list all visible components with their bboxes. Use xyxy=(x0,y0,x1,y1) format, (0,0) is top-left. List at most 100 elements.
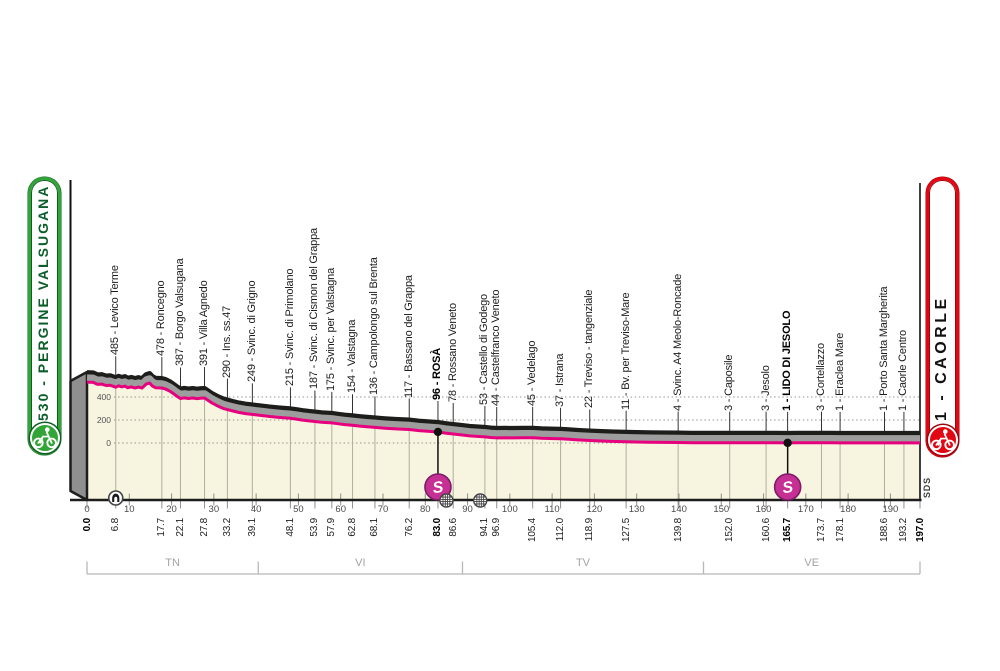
km-mark-label: 105.4 xyxy=(527,518,539,543)
waypoint-label: 96 - ROSÀ xyxy=(431,347,444,400)
elevation-tick-label: 400 xyxy=(97,392,111,402)
crossing-icon xyxy=(473,493,488,508)
km-mark-label: 6.8 xyxy=(110,518,122,532)
km-scale-label: 10 xyxy=(123,504,135,515)
waypoint-label: 44 - Castelfranco Veneto xyxy=(490,289,503,406)
km-mark-label: 0.0 xyxy=(81,518,93,532)
waypoint-label: 1 - LIDO DI JESOLO xyxy=(781,310,794,411)
waypoint-label: 45 - Vedelago xyxy=(526,340,539,406)
km-mark-label: 39.1 xyxy=(246,518,258,537)
province-label: VI xyxy=(355,557,366,569)
km-scale-label: 140 xyxy=(671,504,687,515)
km-scale-label: 90 xyxy=(462,504,473,515)
profile-left-face xyxy=(69,370,89,502)
km-scale-label: 60 xyxy=(335,504,346,515)
waypoint-label: 391 - Villa Agnedo xyxy=(198,280,211,367)
km-mark-label: 139.8 xyxy=(672,518,684,543)
km-mark-label: 165.7 xyxy=(782,518,794,543)
km-scale-label: 50 xyxy=(293,504,304,515)
elevation-tick-label: 200 xyxy=(97,415,111,425)
waypoint-label: 3 - Cortellazzo xyxy=(814,342,827,411)
waypoint-label: 3 - Caposile xyxy=(723,354,736,411)
km-mark-label: 17.7 xyxy=(156,518,168,537)
km-mark-label: 86.6 xyxy=(447,518,459,537)
finish-cyclist-icon xyxy=(927,425,958,455)
km-scale-label: 0 xyxy=(84,504,90,515)
km-mark-label: 118.9 xyxy=(584,518,596,542)
km-mark-label: 48.1 xyxy=(284,518,296,537)
km-mark-label: 173.7 xyxy=(815,518,827,543)
waypoint-label: 78 - Rossano Veneto xyxy=(446,303,459,403)
waypoint-label: 1 - Caorle Centro xyxy=(897,329,910,411)
km-mark-label: 33.2 xyxy=(221,518,233,537)
waypoint-label: 387 - Borgo Valsugana xyxy=(173,258,186,367)
km-scale-label: 150 xyxy=(713,504,730,515)
waypoint-label: 478 - Roncegno xyxy=(155,280,168,357)
km-mark-label: 68.1 xyxy=(369,518,381,537)
km-scale-label: 190 xyxy=(882,504,899,515)
km-scale-label: 130 xyxy=(628,504,645,515)
km-mark-label: 76.2 xyxy=(403,518,415,537)
km-mark-label: 178.1 xyxy=(834,518,846,543)
km-mark-label: 27.8 xyxy=(199,518,211,537)
km-scale-label: 170 xyxy=(797,504,814,515)
km-scale-label: 80 xyxy=(419,504,431,515)
sprint-icon-letter: S xyxy=(781,479,794,497)
province-label: TV xyxy=(575,557,591,569)
start-capsule xyxy=(28,177,61,455)
km-mark-label: 57.9 xyxy=(326,518,338,537)
province-label: VE xyxy=(804,557,820,569)
sprint-icon xyxy=(773,473,802,501)
km-scale-label: 110 xyxy=(544,504,560,515)
waypoint-label: 4 - Svinc. A4 Meolo-Roncade xyxy=(671,273,684,411)
sds-credit: SDS xyxy=(922,477,932,498)
profile-area xyxy=(87,382,920,500)
waypoint-label: 175 - Svinc. per Valstagna xyxy=(325,267,338,391)
crossing-icon xyxy=(439,493,454,508)
km-scale-label: 160 xyxy=(755,504,772,515)
km-mark-label: 62.8 xyxy=(347,518,359,537)
province-label: TN xyxy=(165,557,180,569)
km-mark-label: 53.9 xyxy=(309,518,321,537)
km-scale-label: 180 xyxy=(840,504,857,515)
waypoint-label: 485 - Levico Terme xyxy=(109,265,122,356)
km-mark-label: 197.0 xyxy=(914,518,926,543)
start-capsule-label: 530 - PERGINE VALSUGANA xyxy=(35,184,51,421)
finish-capsule xyxy=(926,177,959,457)
km-mark-label: 22.1 xyxy=(174,518,186,537)
finish-capsule-label: 1 - CAORLE xyxy=(933,295,950,421)
waypoint-label: 11 - Bv. per Treviso-Mare xyxy=(619,292,632,410)
km-scale-label: 30 xyxy=(208,504,220,515)
km-mark-label: 188.6 xyxy=(878,518,890,543)
profile-top-edge xyxy=(86,370,920,436)
waypoint-label: 249 - Svinc. di Grigno xyxy=(245,280,258,383)
km-mark-label: 83.0 xyxy=(432,518,444,537)
sprint-profile-dot xyxy=(433,427,443,437)
start-cyclist-icon xyxy=(29,423,60,453)
waypoint-label: 22 - Treviso - tangenziale xyxy=(583,290,596,409)
waypoint-label: 1 - Eraclea Mare xyxy=(833,332,846,411)
km-scale-label: 40 xyxy=(250,504,262,515)
km-mark-label: 152.0 xyxy=(724,518,736,543)
waypoint-label: 136 - Campolongo sul Brenta xyxy=(368,257,381,396)
km-scale-label: 20 xyxy=(166,504,177,515)
sprint-profile-dot xyxy=(783,438,792,448)
waypoint-label: 187 - Svinc. di Cismon del Grappa xyxy=(308,228,321,390)
km-mark-label: 193.2 xyxy=(898,518,910,543)
km-mark-label: 160.6 xyxy=(760,518,772,543)
tunnel-icon xyxy=(107,490,124,506)
waypoint-label: 154 - Valstagna xyxy=(346,320,359,394)
waypoint-label: 3 - Jesolo xyxy=(759,364,772,411)
waypoint-label: 215 - Svinc. di Primolano xyxy=(283,268,296,387)
km-scale-label: 70 xyxy=(377,504,389,515)
km-scale-label: 120 xyxy=(586,504,603,515)
km-mark-label: 96.9 xyxy=(491,518,503,537)
km-scale-label: 100 xyxy=(501,504,518,515)
waypoint-label: 290 - Ins. ss.47 xyxy=(220,305,233,378)
km-mark-label: 112.0 xyxy=(555,518,567,542)
waypoint-label: 37 - Istrana xyxy=(554,353,567,407)
profile-band xyxy=(86,374,920,442)
sprint-icon xyxy=(424,473,452,501)
